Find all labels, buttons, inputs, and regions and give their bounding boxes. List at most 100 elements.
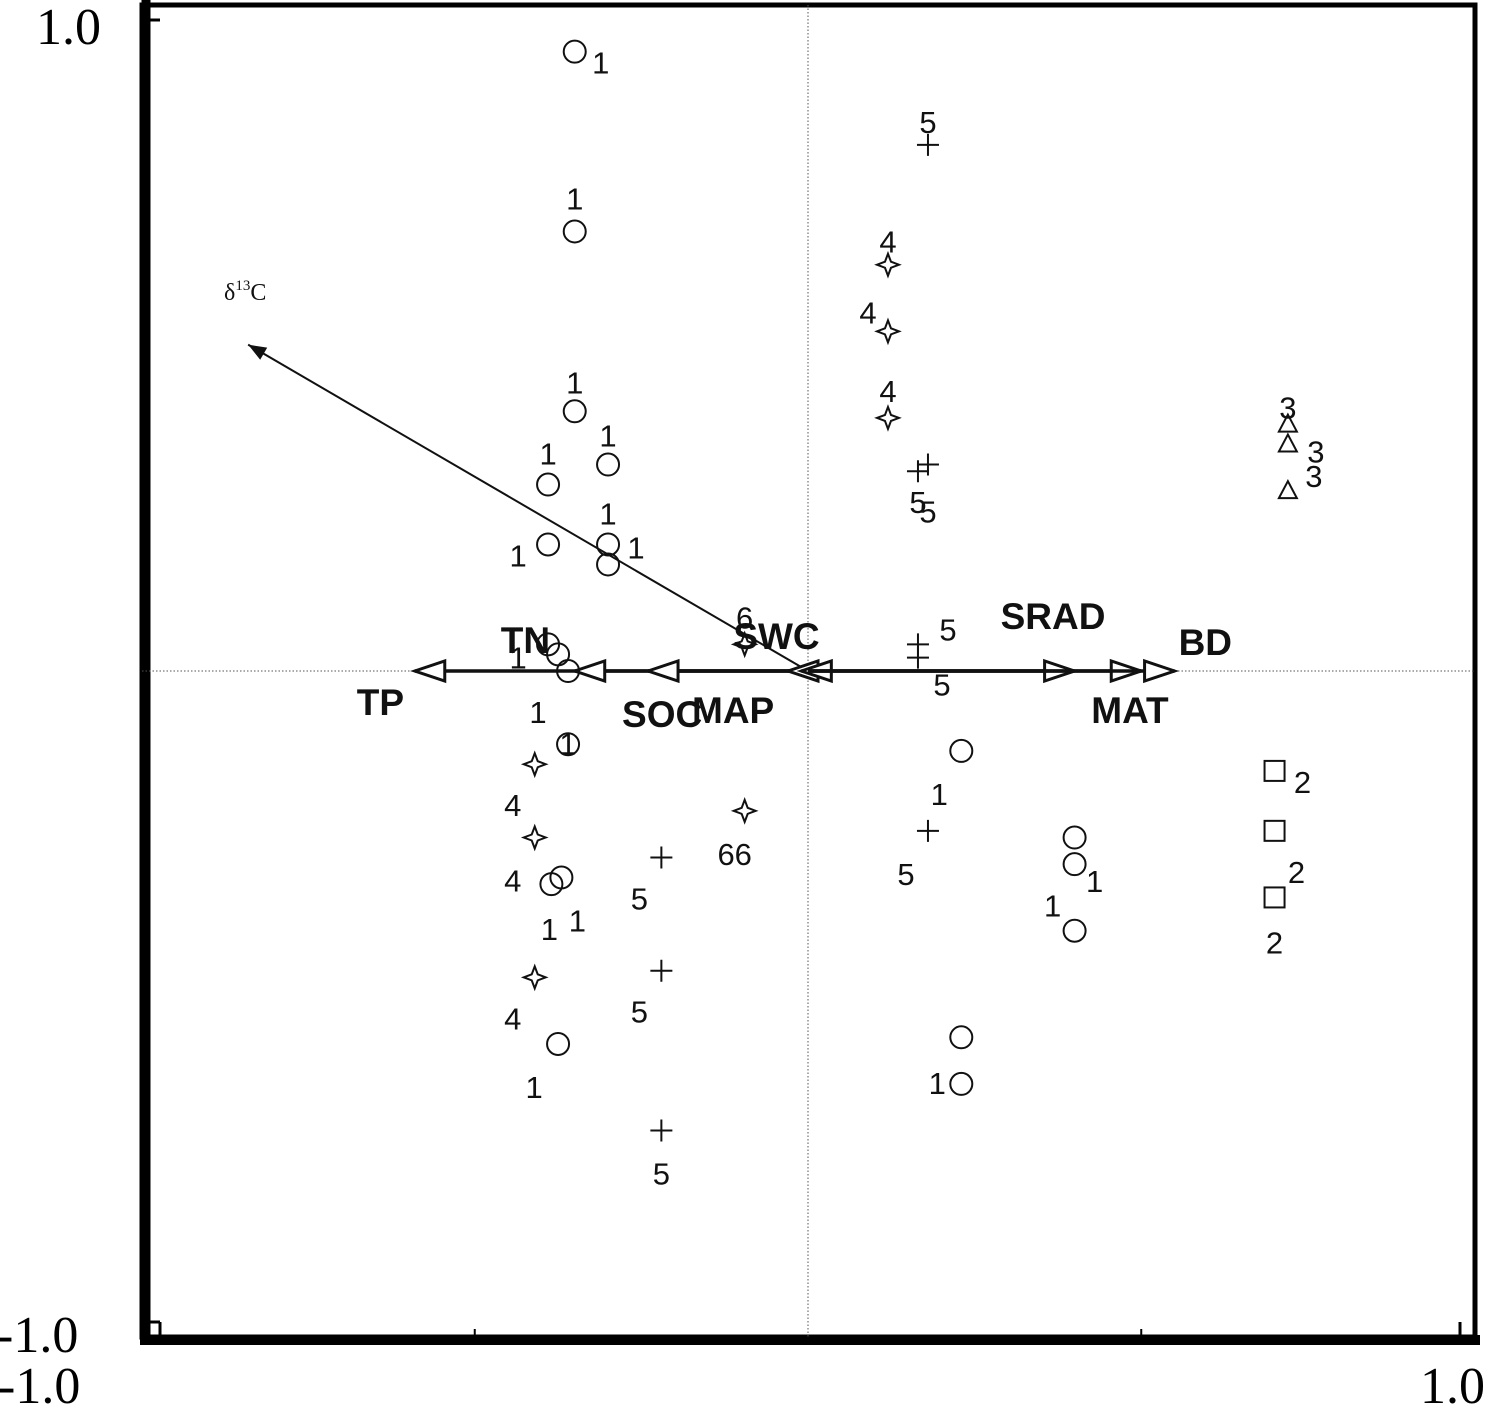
- sample-square-2: [1263, 819, 1286, 842]
- sample-circle-1: [556, 659, 581, 683]
- y-tick-label-min: -1.0: [0, 1307, 78, 1364]
- sample-circle-1: [1062, 825, 1087, 850]
- sample-plus-5: [650, 959, 673, 982]
- sample-circle-1: [1062, 918, 1087, 943]
- sample-label: 1: [525, 1070, 542, 1105]
- sample-circle-1: [536, 472, 561, 497]
- sample-star-4: [520, 963, 549, 992]
- sample-star-4: [874, 250, 902, 279]
- sample-label: 1: [1044, 889, 1061, 924]
- x-tick-label-max: 1.0: [1420, 1358, 1485, 1415]
- sample-star-6: [730, 630, 759, 659]
- sample-circle-1: [536, 532, 561, 557]
- sample-plus-5: [916, 133, 939, 156]
- sample-label: 1: [509, 538, 526, 573]
- sample-label: 1: [569, 903, 586, 938]
- env-arrow-head-tp: [410, 658, 447, 684]
- sample-square-2: [1263, 886, 1286, 909]
- sample-label: 4: [879, 225, 896, 260]
- sample-label: 5: [653, 1157, 670, 1192]
- sample-label: 5: [933, 668, 950, 703]
- sample-triangle-3: [1277, 412, 1299, 433]
- sample-label: 1: [529, 695, 546, 730]
- env-label-mat: MAT: [1091, 690, 1169, 731]
- sample-label: 1: [599, 419, 616, 454]
- sample-label: 4: [504, 788, 521, 823]
- x-tick-label-min: -1.0: [0, 1358, 80, 1415]
- sample-label: 5: [897, 857, 914, 892]
- sample-label: 5: [631, 995, 648, 1030]
- sample-circle-1: [596, 552, 621, 577]
- sample-label: 1: [592, 46, 609, 81]
- env-label-map: MAP: [692, 690, 774, 731]
- sample-triangle-3: [1277, 432, 1299, 453]
- sample-label: 1: [1086, 864, 1103, 899]
- sample-label: 2: [1266, 925, 1283, 960]
- sample-star-4: [520, 823, 549, 852]
- sample-label: 3: [1279, 391, 1296, 426]
- sample-plus-5: [906, 460, 929, 483]
- sample-plus-5: [650, 1119, 673, 1142]
- sample-circle-1: [546, 1031, 571, 1056]
- sample-label: 1: [509, 640, 526, 675]
- sample-label: 1: [566, 181, 583, 216]
- sample-circle-1: [596, 532, 621, 557]
- env-arrow-head-tn: [569, 658, 607, 684]
- sample-label: 2: [1294, 765, 1311, 800]
- sample-label: 5: [919, 495, 936, 530]
- env-label-tp: TP: [357, 682, 404, 723]
- sample-label: 5: [631, 881, 648, 916]
- sample-star-4: [520, 750, 549, 779]
- sample-plus-5: [916, 453, 939, 476]
- sample-label: 1: [566, 365, 583, 400]
- sample-plus-5: [916, 819, 939, 842]
- sample-star-4: [874, 404, 902, 432]
- sample-label: 3: [1307, 435, 1324, 470]
- env-label-srad: SRAD: [1001, 596, 1106, 637]
- sample-circle-1: [1062, 852, 1087, 877]
- sample-circle-1: [562, 399, 587, 424]
- sample-label: 5: [919, 105, 936, 140]
- sample-circle-1: [949, 1071, 974, 1096]
- env-arrow-head-bd: [1143, 658, 1180, 684]
- sample-circle-1: [556, 732, 581, 757]
- sample-plus-5: [650, 846, 673, 869]
- sample-star-4: [874, 317, 902, 346]
- sample-label: 5: [939, 612, 956, 647]
- sample-label: 4: [879, 374, 896, 409]
- env-label-soc: SOC: [622, 694, 702, 735]
- sample-label: 1: [931, 777, 948, 812]
- sample-label: 1: [559, 726, 576, 761]
- sample-label: 5: [909, 485, 926, 520]
- sample-label: 1: [599, 496, 616, 531]
- sample-circle-1: [949, 1025, 974, 1050]
- sample-label: 2: [1288, 855, 1305, 890]
- sample-label: 1: [541, 912, 558, 947]
- sample-circle-1: [562, 39, 587, 64]
- sample-square-2: [1263, 759, 1286, 782]
- sample-label: 4: [504, 1001, 521, 1036]
- sample-plus-5: [906, 646, 929, 669]
- response-arrow-line: [247, 343, 809, 672]
- env-label-swc: SWC: [733, 616, 819, 657]
- response-variable-label: δ13C: [224, 278, 266, 306]
- sample-triangle-3: [1277, 479, 1299, 500]
- env-label-bd: BD: [1179, 622, 1232, 663]
- env-arrow-head-soc: [643, 658, 680, 684]
- sample-label: 1: [929, 1066, 946, 1101]
- sample-label: 4: [504, 864, 521, 899]
- sample-circle-1: [949, 738, 974, 763]
- sample-circle-1: [539, 872, 564, 897]
- y-tick-label-max: 1.0: [36, 0, 101, 56]
- sample-circle-1: [596, 452, 621, 477]
- sample-label: 1: [539, 437, 556, 472]
- sample-label: 3: [1305, 459, 1322, 494]
- sample-label: 6: [736, 600, 753, 635]
- sample-star-6: [730, 797, 759, 825]
- response-arrow-head: [248, 344, 268, 360]
- sample-label: 66: [717, 837, 751, 872]
- sample-label: 1: [627, 530, 644, 565]
- sample-circle-1: [562, 219, 587, 244]
- sample-label: 4: [859, 295, 876, 330]
